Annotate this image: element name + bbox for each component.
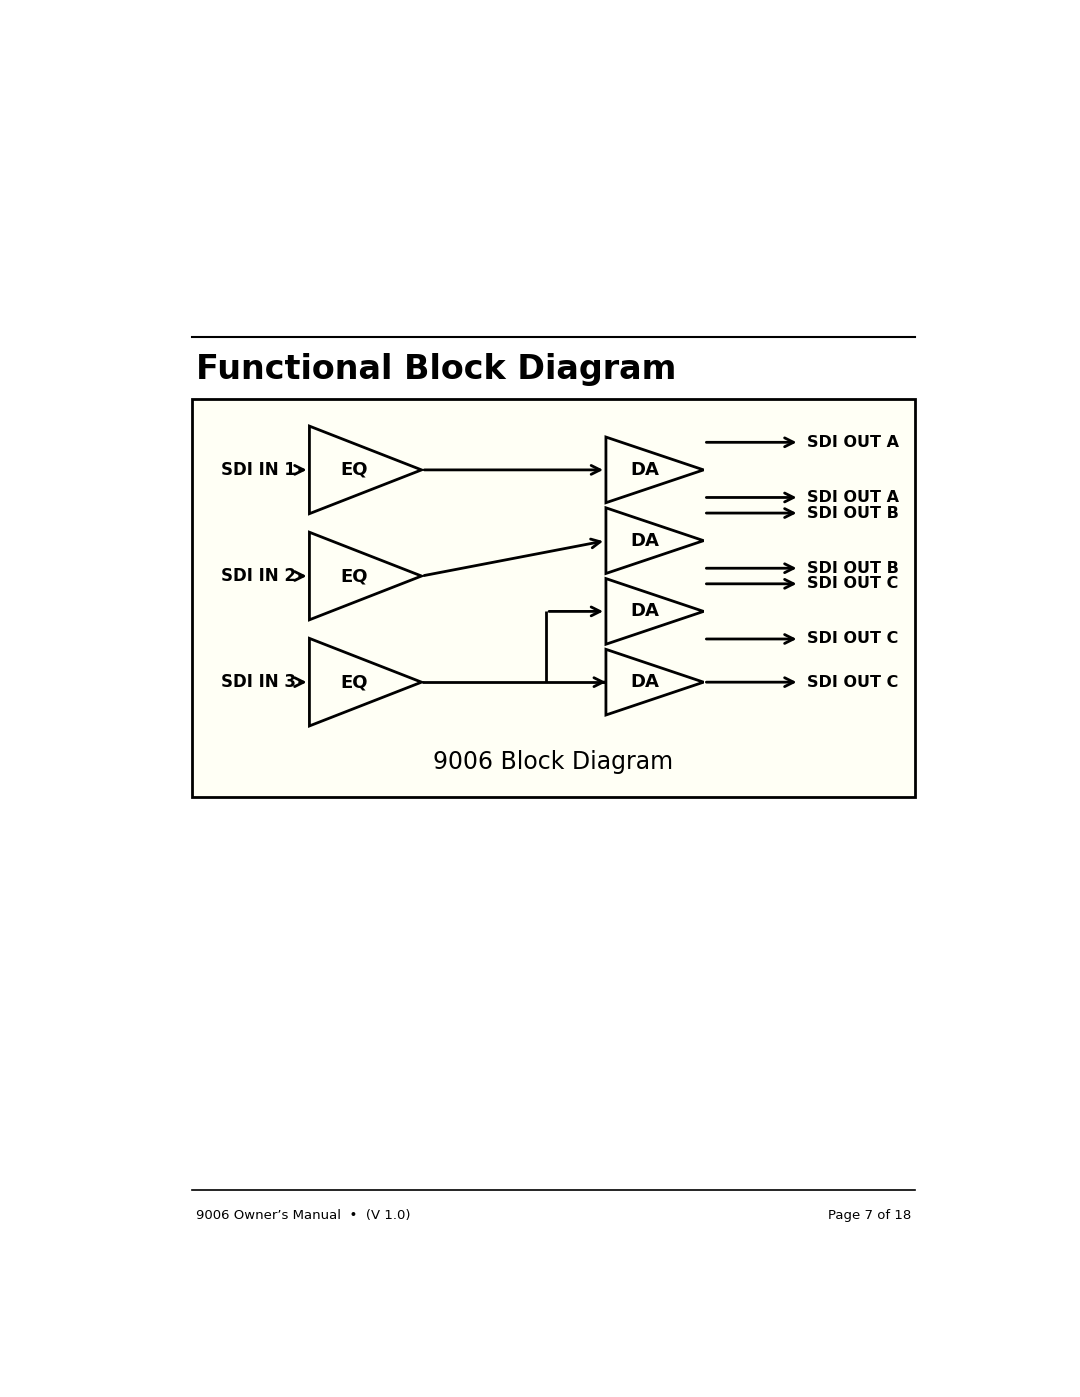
Polygon shape (606, 437, 703, 503)
Text: SDI OUT B: SDI OUT B (807, 506, 899, 521)
Bar (192, 400, 915, 796)
Text: 9006 Owner’s Manual  •  (V 1.0): 9006 Owner’s Manual • (V 1.0) (197, 1208, 410, 1222)
Text: EQ: EQ (340, 567, 368, 585)
Text: SDI IN 2: SDI IN 2 (220, 567, 296, 585)
Polygon shape (606, 578, 703, 644)
Text: SDI OUT C: SDI OUT C (807, 675, 897, 690)
Text: DA: DA (631, 602, 660, 620)
Text: SDI IN 3: SDI IN 3 (220, 673, 296, 692)
Text: DA: DA (631, 461, 660, 479)
Text: Page 7 of 18: Page 7 of 18 (827, 1208, 910, 1222)
Text: DA: DA (631, 673, 660, 692)
Text: SDI OUT A: SDI OUT A (807, 490, 899, 504)
Text: DA: DA (631, 532, 660, 549)
Text: SDI OUT A: SDI OUT A (807, 434, 899, 450)
Polygon shape (606, 509, 703, 574)
Polygon shape (310, 638, 421, 726)
Text: SDI OUT C: SDI OUT C (807, 577, 897, 591)
Text: EQ: EQ (340, 461, 368, 479)
Polygon shape (606, 650, 703, 715)
Text: SDI OUT B: SDI OUT B (807, 560, 899, 576)
Text: 9006 Block Diagram: 9006 Block Diagram (433, 750, 674, 774)
Text: Functional Block Diagram: Functional Block Diagram (197, 352, 676, 386)
Text: SDI IN 1: SDI IN 1 (220, 461, 296, 479)
Text: SDI OUT C: SDI OUT C (807, 631, 897, 647)
Text: EQ: EQ (340, 673, 368, 692)
Polygon shape (310, 532, 421, 620)
Polygon shape (310, 426, 421, 514)
